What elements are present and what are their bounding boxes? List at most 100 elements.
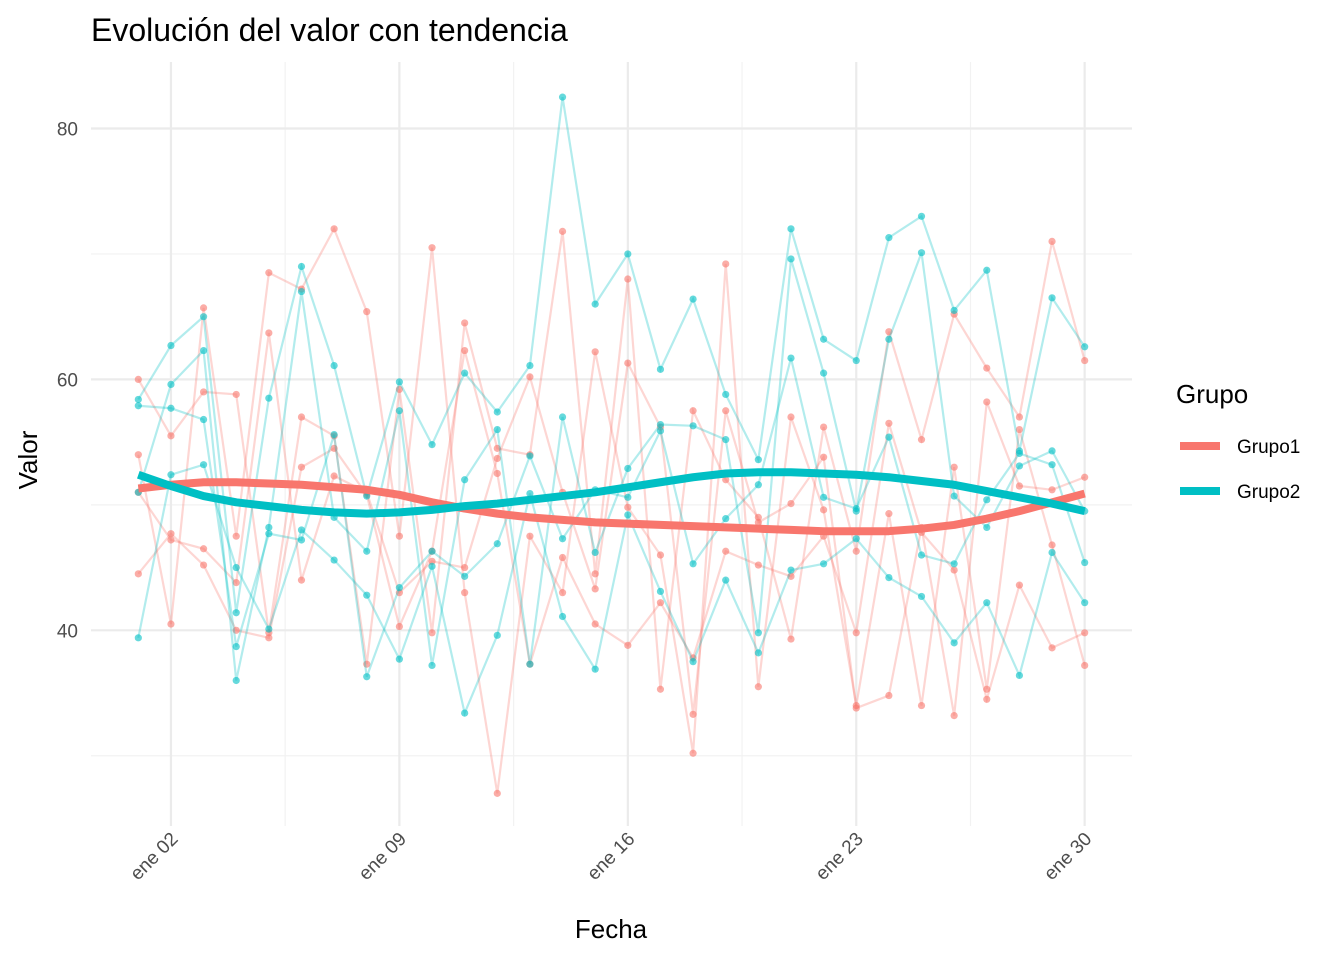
data-point xyxy=(199,346,208,355)
legend-label: Grupo2 xyxy=(1237,482,1300,503)
data-point xyxy=(526,452,534,460)
data-point xyxy=(917,212,926,220)
data-point xyxy=(493,444,501,452)
data-point xyxy=(1048,644,1056,652)
data-point xyxy=(558,612,567,621)
data-point xyxy=(885,328,893,336)
data-point xyxy=(199,545,208,553)
data-point xyxy=(917,249,926,257)
data-point xyxy=(689,422,697,430)
data-point xyxy=(787,413,795,421)
data-point xyxy=(265,634,273,642)
data-point xyxy=(950,492,958,500)
data-point xyxy=(885,335,893,343)
data-point xyxy=(917,592,926,601)
data-point xyxy=(297,536,306,544)
data-point xyxy=(428,547,436,555)
data-point xyxy=(526,361,534,370)
data-point xyxy=(852,505,860,513)
data-point xyxy=(689,658,697,666)
data-point xyxy=(1015,482,1024,490)
data-point xyxy=(722,547,730,555)
x-tick-label: ene 09 xyxy=(355,829,411,885)
data-point xyxy=(656,685,665,693)
data-point xyxy=(983,599,991,607)
data-point xyxy=(363,547,371,555)
x-tick-label: ene 16 xyxy=(583,829,639,885)
data-point xyxy=(167,471,175,479)
data-point xyxy=(1081,661,1089,670)
data-point xyxy=(1048,486,1056,494)
data-line xyxy=(137,231,1086,690)
data-point xyxy=(526,532,534,540)
data-point xyxy=(820,506,828,514)
data-point xyxy=(787,635,795,643)
data-point xyxy=(199,415,208,424)
data-point xyxy=(558,589,567,597)
data-point xyxy=(983,695,991,703)
data-point xyxy=(558,227,567,235)
data-point xyxy=(656,587,665,596)
data-point xyxy=(330,472,338,480)
data-point xyxy=(167,620,175,628)
data-point xyxy=(1015,449,1024,458)
data-point xyxy=(232,609,240,617)
data-point xyxy=(461,319,469,327)
data-point xyxy=(330,556,338,564)
data-point xyxy=(754,513,762,521)
data-point xyxy=(297,262,306,271)
data-point xyxy=(167,536,175,544)
data-point xyxy=(526,489,534,498)
series-line-group xyxy=(134,461,1089,717)
data-point xyxy=(591,620,599,628)
data-point xyxy=(1081,599,1089,607)
data-point xyxy=(722,476,730,484)
data-point xyxy=(624,503,632,511)
data-point xyxy=(1015,671,1024,680)
data-point xyxy=(330,430,338,439)
data-point xyxy=(852,629,860,637)
data-point xyxy=(754,683,762,691)
data-line xyxy=(137,463,1086,717)
x-tick-label: ene 23 xyxy=(812,829,868,885)
data-point xyxy=(493,540,501,548)
data-line xyxy=(137,226,1086,794)
data-point xyxy=(754,518,762,527)
data-point xyxy=(428,562,436,570)
x-axis-title: Fecha xyxy=(575,914,648,944)
data-point xyxy=(232,563,240,572)
data-point xyxy=(134,570,142,578)
data-point xyxy=(885,433,893,441)
data-point xyxy=(983,523,991,532)
data-point xyxy=(754,456,762,464)
y-tick-label: 40 xyxy=(57,621,78,642)
data-point xyxy=(722,515,730,523)
data-point xyxy=(428,629,436,637)
data-point xyxy=(395,532,403,540)
data-point xyxy=(917,436,926,444)
data-point xyxy=(820,423,828,431)
data-point xyxy=(297,576,306,584)
data-point xyxy=(885,510,893,518)
data-point xyxy=(428,244,436,252)
data-point xyxy=(363,492,371,500)
data-point xyxy=(950,639,958,647)
data-point xyxy=(656,420,665,429)
data-point xyxy=(820,369,828,377)
data-point xyxy=(950,560,958,568)
data-point xyxy=(395,584,403,592)
data-point xyxy=(461,476,469,484)
data-point xyxy=(1081,473,1089,481)
grid xyxy=(91,62,1132,826)
data-point xyxy=(461,369,469,377)
data-point xyxy=(787,499,795,508)
data-point xyxy=(558,413,567,421)
data-point xyxy=(1081,343,1089,351)
data-point xyxy=(624,275,632,283)
data-point xyxy=(461,572,469,580)
data-point xyxy=(428,557,436,565)
data-line xyxy=(137,96,1086,613)
data-point xyxy=(787,225,795,233)
data-point xyxy=(134,375,142,383)
data-point xyxy=(363,308,371,316)
